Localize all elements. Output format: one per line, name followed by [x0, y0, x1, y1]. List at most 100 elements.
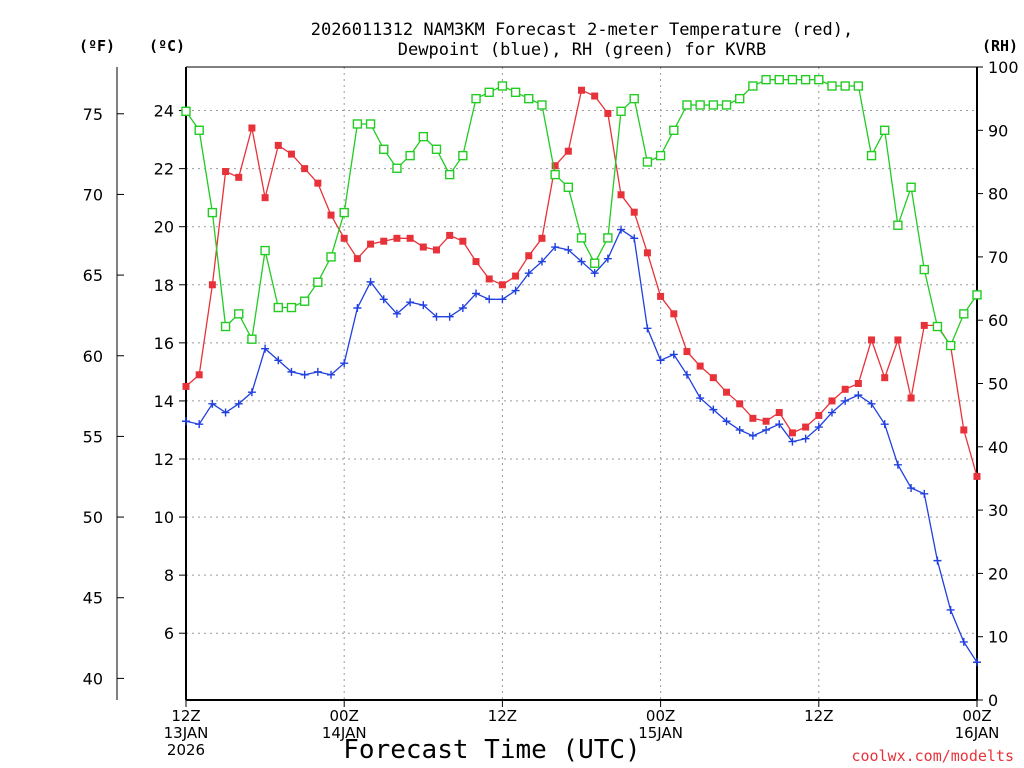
chart-title: 2026011312 NAM3KM Forecast 2-meter Tempe… — [311, 20, 853, 60]
temperature-series-line — [185, 89, 978, 477]
rh-point — [471, 93, 481, 104]
rh-point — [524, 93, 534, 104]
temperature-point — [525, 252, 533, 260]
x-tick-label: 12Z — [171, 707, 200, 725]
dewpoint-point — [669, 350, 678, 359]
rh-point — [735, 93, 745, 104]
dewpoint-point — [959, 637, 968, 646]
temperature-point — [604, 109, 612, 117]
x-tick-label: 00Z — [962, 707, 991, 725]
rh-point — [286, 302, 297, 313]
rh-point — [181, 106, 191, 117]
temperature-point — [208, 281, 216, 289]
x-tick-label: 13JAN — [164, 724, 209, 742]
dewpoint-point — [551, 243, 560, 252]
fahrenheit-tick-label: 65 — [83, 266, 103, 285]
temperature-point — [854, 380, 862, 387]
temperature-point — [498, 281, 506, 289]
dewpoint-point — [340, 359, 349, 368]
dewpoint-point — [524, 269, 533, 278]
temperature-point — [696, 362, 704, 370]
rh-point — [207, 207, 218, 218]
temperature-point — [723, 388, 731, 396]
dewpoint-point — [775, 420, 784, 429]
celsius-tick-label: 20 — [154, 218, 174, 237]
temperature-point — [881, 374, 889, 382]
series-layer — [181, 74, 982, 667]
rh-point — [405, 150, 415, 161]
rh-point — [247, 334, 257, 344]
temperature-point — [419, 243, 427, 251]
rh-point — [972, 290, 982, 300]
chart-title-line2: Dewpoint (blue), RH (green) for KVRB — [398, 40, 766, 60]
rh-point — [919, 264, 929, 275]
rh-point — [589, 258, 600, 268]
fahrenheit-unit-label: (ºF) — [79, 37, 115, 55]
dewpoint-point — [867, 399, 876, 408]
rh-point — [721, 100, 732, 110]
temperature-point — [591, 92, 599, 100]
rh-point — [932, 321, 943, 332]
dewpoint-point — [696, 394, 705, 403]
rh-tick-label: 50 — [988, 375, 1008, 394]
dewpoint-point — [472, 289, 481, 298]
rh-point — [510, 87, 521, 98]
dewpoint-point — [261, 344, 270, 353]
rh-point — [616, 106, 626, 117]
rh-point — [537, 100, 547, 110]
rh-point — [853, 81, 864, 91]
x-axis-title: Forecast Time (UTC) — [343, 735, 640, 765]
temperature-point — [406, 234, 414, 242]
dewpoint-point — [788, 437, 797, 446]
temperature-point — [960, 426, 968, 434]
temperature-point — [393, 234, 401, 242]
dewpoint-point — [366, 277, 375, 286]
celsius-tick-label: 22 — [154, 160, 174, 179]
rh-point — [299, 296, 310, 306]
dewpoint-point — [880, 420, 889, 429]
temperature-point — [248, 124, 256, 132]
rh-point — [497, 81, 508, 91]
dewpoint-point — [182, 417, 190, 426]
rh-unit-label: (RH) — [982, 37, 1018, 55]
x-tick-label: 14JAN — [322, 724, 367, 742]
temperature-point — [657, 292, 665, 300]
rh-point — [774, 74, 784, 85]
fahrenheit-tick-label: 60 — [83, 347, 103, 366]
dewpoint-point — [709, 405, 718, 414]
x-tick-label: 00Z — [330, 707, 359, 725]
dewpoint-point — [801, 434, 810, 443]
rh-point — [603, 233, 613, 243]
rh-point — [866, 150, 877, 161]
x-tick-label: 12Z — [488, 707, 517, 725]
temperature-point — [235, 173, 243, 181]
rh-tick-label: 20 — [988, 564, 1008, 583]
rh-point — [444, 169, 455, 180]
fahrenheit-tick-label: 40 — [83, 669, 103, 688]
temperature-point — [459, 237, 467, 245]
rh-tick-label: 70 — [988, 248, 1008, 267]
dewpoint-point — [854, 391, 863, 400]
temperature-point — [195, 371, 203, 379]
temperature-point — [512, 272, 520, 280]
temperature-point — [762, 417, 770, 425]
temperature-point — [630, 208, 638, 216]
dewpoint-point — [313, 367, 322, 376]
temperature-point — [222, 168, 230, 176]
dewpoint-point — [748, 431, 757, 440]
rh-point — [260, 245, 270, 256]
dewpoint-point — [247, 388, 256, 397]
rh-tick-label: 60 — [988, 311, 1008, 330]
dewpoint-point — [973, 658, 981, 667]
temperature-point — [815, 411, 823, 419]
rh-point — [642, 157, 653, 167]
rh-point — [326, 252, 336, 262]
temperature-point — [367, 240, 375, 248]
dewpoint-point — [458, 304, 467, 313]
dewpoint-point — [353, 304, 362, 313]
dewpoint-point — [511, 286, 520, 295]
axes: 40 45 50 55 60 65 70 75 6 8 10 12 14 16 18 20 22 24 0 10 20 3… — [83, 58, 1019, 759]
fahrenheit-tick-label: 75 — [83, 105, 103, 124]
rh-point — [563, 182, 574, 192]
